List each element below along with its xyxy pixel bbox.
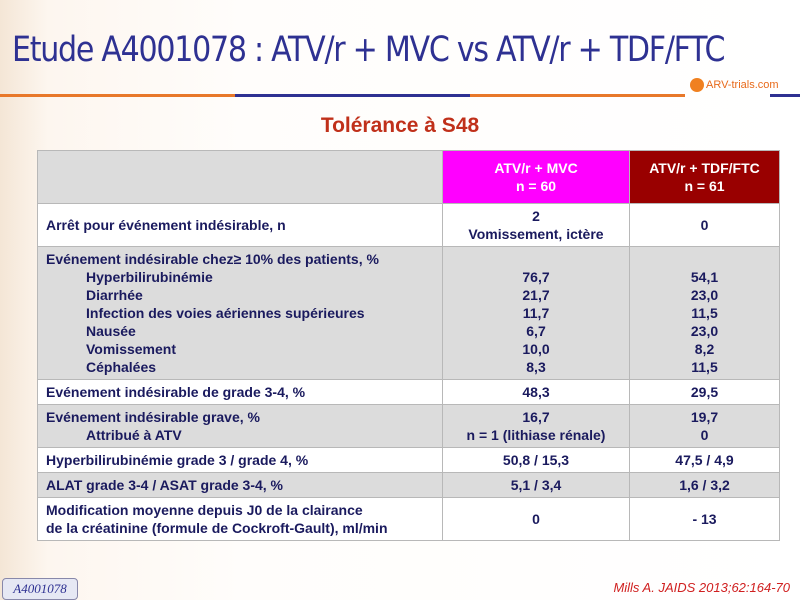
cell-line: 76,7: [522, 269, 550, 285]
table-header: ATV/r + MVC n = 60 ATV/r + TDF/FTC n = 61: [37, 150, 780, 204]
cell-line: Vomissement, ictère: [468, 226, 604, 242]
cell-line: 23,0: [690, 287, 719, 303]
header-mvc: ATV/r + MVC n = 60: [442, 150, 630, 204]
cell-line: de la créatinine (formule de Cockroft-Ga…: [46, 520, 388, 536]
cell-line: 21,7: [522, 287, 550, 303]
logo-text: ARV-trials.com: [706, 78, 779, 91]
cell-mvc: 0: [442, 497, 630, 541]
cell-line: Evénement indésirable grave, %: [46, 409, 260, 425]
logo-icon: [690, 78, 704, 92]
cell-tdf: - 13: [629, 497, 780, 541]
divider: [770, 94, 800, 97]
cell-line: Nausée: [86, 323, 136, 339]
tolerance-table: ATV/r + MVC n = 60 ATV/r + TDF/FTC n = 61 …: [37, 150, 780, 541]
logo: ARV-trials.com: [690, 78, 779, 92]
cell-label: Arrêt pour événement indésirable, n: [37, 203, 443, 247]
cell-line: 50,8 / 15,3: [502, 452, 570, 468]
cell-line: [703, 251, 707, 267]
table-row: Evénement indésirable grave, % Attribué à…: [37, 404, 780, 448]
cell-line: Hyperbilirubinémie grade 3 / grade 4, %: [46, 452, 309, 468]
table-row: ALAT grade 3-4 / ASAT grade 3-4, % 5,1 / …: [37, 472, 780, 498]
cell-mvc: 48,3: [442, 379, 630, 405]
cell-line: 10,0: [522, 341, 550, 357]
cell-line: Vomissement: [86, 341, 176, 357]
cell-line: 0: [700, 427, 709, 443]
table-row: Modification moyenne depuis J0 de la cla…: [37, 497, 780, 541]
cell-line: 16,7: [522, 409, 550, 425]
cell-label: Evénement indésirable grave, % Attribué à…: [37, 404, 443, 448]
cell-line: Modification moyenne depuis J0 de la cla…: [46, 502, 363, 518]
table-row: Evénement indésirable chez≥ 10% des pati…: [37, 246, 780, 380]
cell-line: [534, 251, 538, 267]
cell-line: 8,3: [526, 359, 546, 375]
cell-mvc: 2 Vomissement, ictère: [442, 203, 630, 247]
study-tag: A4001078: [2, 578, 78, 600]
cell-label: ALAT grade 3-4 / ASAT grade 3-4, %: [37, 472, 443, 498]
cell-line: 5,1 / 3,4: [510, 477, 562, 493]
cell-line: 54,1: [690, 269, 719, 285]
table-row: Hyperbilirubinémie grade 3 / grade 4, % 5…: [37, 447, 780, 473]
slide-title: Etude A4001078 : ATV/r + MVC vs ATV/r + …: [12, 30, 726, 70]
subtitle: Tolérance à S48: [320, 114, 480, 137]
cell-line: 6,7: [526, 323, 546, 339]
cell-tdf: 29,5: [629, 379, 780, 405]
cell-tdf: 0: [629, 203, 780, 247]
cell-line: Céphalées: [86, 359, 157, 375]
cell-line: Attribué à ATV: [86, 427, 182, 443]
cell-line: 0: [700, 217, 709, 233]
cell-tdf: 47,5 / 4,9: [629, 447, 780, 473]
cell-line: ALAT grade 3-4 / ASAT grade 3-4, %: [46, 477, 284, 493]
cell-line: Diarrhée: [86, 287, 143, 303]
divider: [470, 94, 685, 97]
cell-line: 0: [532, 511, 540, 527]
cell-line: 19,7: [690, 409, 719, 425]
cell-label: Hyperbilirubinémie grade 3 / grade 4, %: [37, 447, 443, 473]
cell-line: 23,0: [690, 323, 719, 339]
cell-line: Evénement indésirable de grade 3-4, %: [46, 384, 306, 400]
cell-line: 47,5 / 4,9: [675, 452, 734, 468]
cell-label: Modification moyenne depuis J0 de la cla…: [37, 497, 443, 541]
cell-line: 48,3: [522, 384, 550, 400]
cell-line: Evénement indésirable chez≥ 10% des pati…: [46, 251, 379, 267]
cell-tdf: 19,7 0: [629, 404, 780, 448]
cell-line: Infection des voies aériennes supérieure…: [86, 305, 365, 321]
cell-line: 11,5: [691, 305, 718, 321]
cell-line: 8,2: [694, 341, 715, 357]
cell-mvc: 16,7 n = 1 (lithiase rénale): [442, 404, 630, 448]
divider: [235, 94, 470, 97]
cell-line: 11,7: [522, 305, 550, 321]
table-row: Evénement indésirable de grade 3-4, % 48,…: [37, 379, 780, 405]
header-tdf: ATV/r + TDF/FTC n = 61: [629, 150, 780, 204]
cell-mvc: 5,1 / 3,4: [442, 472, 630, 498]
cell-tdf: 54,1 23,0 11,5 23,0 8,2 11,5: [629, 246, 780, 380]
cell-line: 1,6 / 3,2: [679, 477, 730, 493]
cell-line: Hyperbilirubinémie: [86, 269, 213, 285]
cell-line: n = 1 (lithiase rénale): [466, 427, 606, 443]
cell-label: Evénement indésirable de grade 3-4, %: [37, 379, 443, 405]
cell-mvc: 76,7 21,7 11,7 6,7 10,0 8,3: [442, 246, 630, 380]
header-empty: [37, 150, 443, 204]
cell-label: Evénement indésirable chez≥ 10% des pati…: [37, 246, 443, 380]
cell-mvc: 50,8 / 15,3: [442, 447, 630, 473]
cell-line: 11,5: [691, 359, 718, 375]
cell-line: 29,5: [690, 384, 719, 400]
cell-tdf: 1,6 / 3,2: [629, 472, 780, 498]
cell-line: - 13: [692, 511, 717, 527]
reference: Mills A. JAIDS 2013;62:164-70: [613, 580, 790, 595]
cell-line: 2: [532, 208, 540, 224]
cell-line: Arrêt pour événement indésirable, n: [46, 217, 286, 233]
divider: [0, 94, 235, 97]
table-row: Arrêt pour événement indésirable, n 2 Vomi…: [37, 203, 780, 247]
